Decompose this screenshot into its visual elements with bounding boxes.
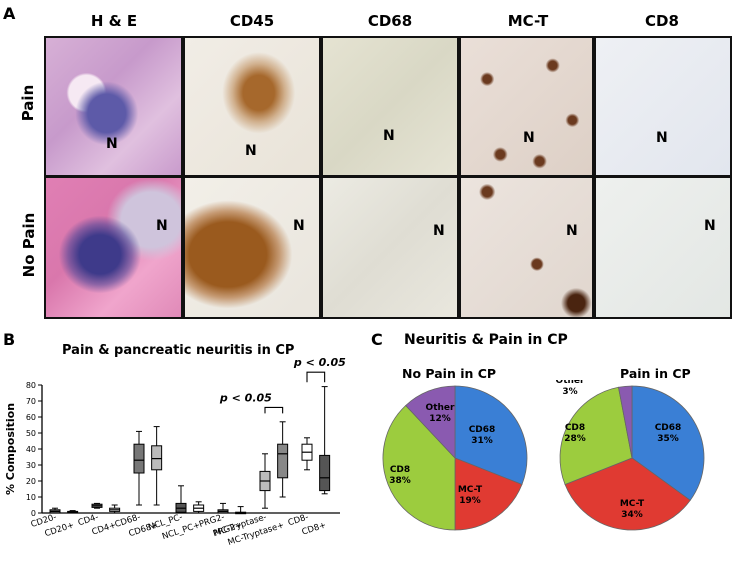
- pie-slice-label: MC-T: [458, 485, 483, 495]
- panel-b-letter: B: [3, 330, 16, 349]
- pie-slice-cd68: [454, 385, 528, 486]
- panel-a-letter: A: [3, 4, 16, 23]
- nerve-marker: N: [656, 130, 668, 146]
- nerve-marker: N: [704, 218, 716, 234]
- micrograph-pain-cd45: N: [183, 36, 321, 177]
- micrograph-no-pain-cd8: N: [594, 176, 732, 319]
- significance-mct-bracket: [264, 406, 284, 414]
- y-tick-label: 20: [26, 477, 36, 486]
- box-MC-Tryptase+: [277, 443, 289, 479]
- pie-slice-cd68: [631, 385, 705, 501]
- nerve-marker: N: [156, 218, 168, 234]
- nerve-marker: N: [383, 128, 395, 144]
- pie-slice-label: CD8: [565, 423, 585, 433]
- pie-slice-label: CD68: [469, 425, 496, 435]
- box-chart-title: Pain & pancreatic neuritis in CP: [62, 343, 295, 358]
- y-tick-label: 30: [26, 461, 36, 470]
- micrograph-no-pain-he: N: [44, 176, 183, 319]
- nerve-marker: N: [293, 218, 305, 234]
- y-tick-label: 80: [26, 381, 36, 390]
- micrograph-pain-cd8: N: [594, 36, 732, 177]
- nerve-marker: N: [523, 130, 535, 146]
- pie-slice-label: CD68: [655, 423, 682, 433]
- micrograph-pain-cd68: N: [321, 36, 459, 177]
- pie-slice-label: Other: [426, 403, 455, 413]
- row-header-no-pain: No Pain: [20, 212, 38, 278]
- pie-slice-mc-t: [454, 457, 523, 531]
- pie-slice-label: CD8: [390, 465, 410, 475]
- pie-slice-value: 31%: [471, 436, 493, 446]
- micrograph-no-pain-cd45: N: [183, 176, 321, 319]
- column-header-he: H & E: [90, 12, 138, 30]
- box-CD68-: [133, 443, 145, 474]
- column-header-cd68: CD68: [367, 12, 413, 30]
- nerve-marker: N: [566, 223, 578, 239]
- nerve-marker: N: [106, 136, 118, 152]
- pie-slice-cd8: [382, 404, 456, 531]
- pie-slice-value: 3%: [562, 387, 577, 397]
- y-tick-label: 40: [26, 445, 36, 454]
- row-header-pain: Pain: [19, 84, 37, 122]
- pie-slice-other: [405, 385, 456, 460]
- pie-slice-value: 34%: [621, 510, 643, 520]
- y-tick-label: 0: [31, 509, 36, 518]
- pie-slice-value: 28%: [564, 434, 586, 444]
- significance-cd8-bracket: [306, 371, 326, 383]
- panel-c-letter: C: [371, 330, 383, 349]
- y-tick-label: 60: [26, 413, 36, 422]
- pie-slice-cd8: [559, 386, 633, 486]
- y-tick-label: 50: [26, 429, 36, 438]
- micrograph-pain-mct: N: [459, 36, 594, 177]
- pie-slice-label: MC-T: [620, 499, 645, 509]
- nerve-marker: N: [245, 143, 257, 159]
- micrograph-pain-he: N: [44, 36, 183, 177]
- pie-slice-value: 35%: [657, 434, 679, 444]
- micrograph-no-pain-cd68: N: [321, 176, 459, 319]
- box-CD68+: [151, 445, 163, 471]
- pie-charts: CD6831%MC-T19%CD838%Other12%CD6835%MC-T3…: [382, 380, 705, 531]
- micrograph-no-pain-mct: N: [459, 176, 594, 319]
- column-header-cd8: CD8: [645, 12, 679, 30]
- y-tick-label: 70: [26, 397, 36, 406]
- pie-no-pain-title: No Pain in CP: [402, 366, 497, 381]
- significance-cd8-label: p < 0.05: [293, 356, 346, 369]
- y-axis-label: % Composition: [4, 403, 17, 495]
- box-CD8+: [319, 454, 331, 492]
- y-tick-label: 10: [26, 493, 36, 502]
- nerve-marker: N: [433, 223, 445, 239]
- pie-slice-label: Other: [556, 380, 585, 386]
- pie-slice-value: 12%: [429, 414, 451, 424]
- column-header-cd45: CD45: [229, 12, 275, 30]
- pie-slice-value: 19%: [459, 496, 481, 506]
- pie-slice-other: [618, 385, 633, 459]
- pie-section-title: Neuritis & Pain in CP: [404, 332, 568, 348]
- column-header-mct: MC-T: [507, 12, 549, 30]
- pie-slice-value: 38%: [389, 476, 411, 486]
- pie-slice-mc-t: [564, 457, 691, 531]
- pie-pain-title: Pain in CP: [620, 366, 691, 381]
- significance-mct-label: p < 0.05: [219, 391, 272, 404]
